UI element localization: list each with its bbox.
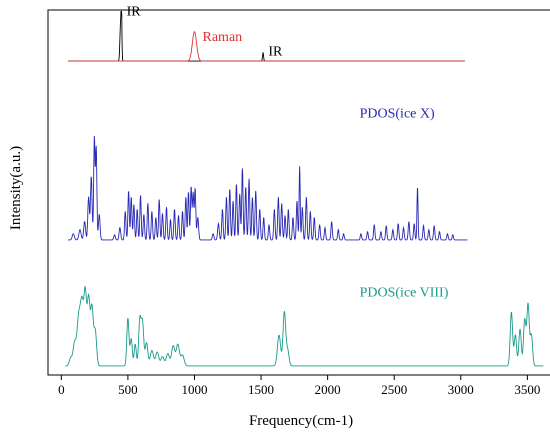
x-tick-label-3500: 3500 bbox=[514, 382, 540, 397]
x-tick-label-2000: 2000 bbox=[315, 382, 341, 397]
plot-frame bbox=[47, 9, 550, 376]
series-line-pdos-ice-x bbox=[68, 135, 468, 241]
x-tick-label-500: 500 bbox=[118, 382, 138, 397]
x-tick-label-3000: 3000 bbox=[448, 382, 474, 397]
series-line-raman bbox=[68, 31, 465, 62]
x-axis-label: Frequency(cm-1) bbox=[249, 413, 353, 429]
series-line-pdos-ice-viii bbox=[65, 285, 544, 367]
series-label-0: IR bbox=[127, 5, 142, 20]
x-tick-label-2500: 2500 bbox=[381, 382, 407, 397]
series-labels: IR Raman IR PDOS(ice X) PDOS(ice VIII) bbox=[127, 5, 449, 301]
series-label-3: PDOS(ice X) bbox=[360, 107, 435, 122]
y-axis-label: Intensity(a.u.) bbox=[8, 146, 24, 230]
series-label-4: PDOS(ice VIII) bbox=[360, 286, 449, 301]
series-label-1: Raman bbox=[203, 30, 243, 45]
x-axis: 0 500 1000 1500 2000 2500 3000 3500 bbox=[58, 375, 540, 397]
series-label-2: IR bbox=[268, 45, 283, 60]
x-tick-label-1500: 1500 bbox=[248, 382, 274, 397]
x-tick-label-0: 0 bbox=[58, 382, 65, 397]
series-layer bbox=[65, 10, 544, 367]
x-tick-label-1000: 1000 bbox=[181, 382, 207, 397]
